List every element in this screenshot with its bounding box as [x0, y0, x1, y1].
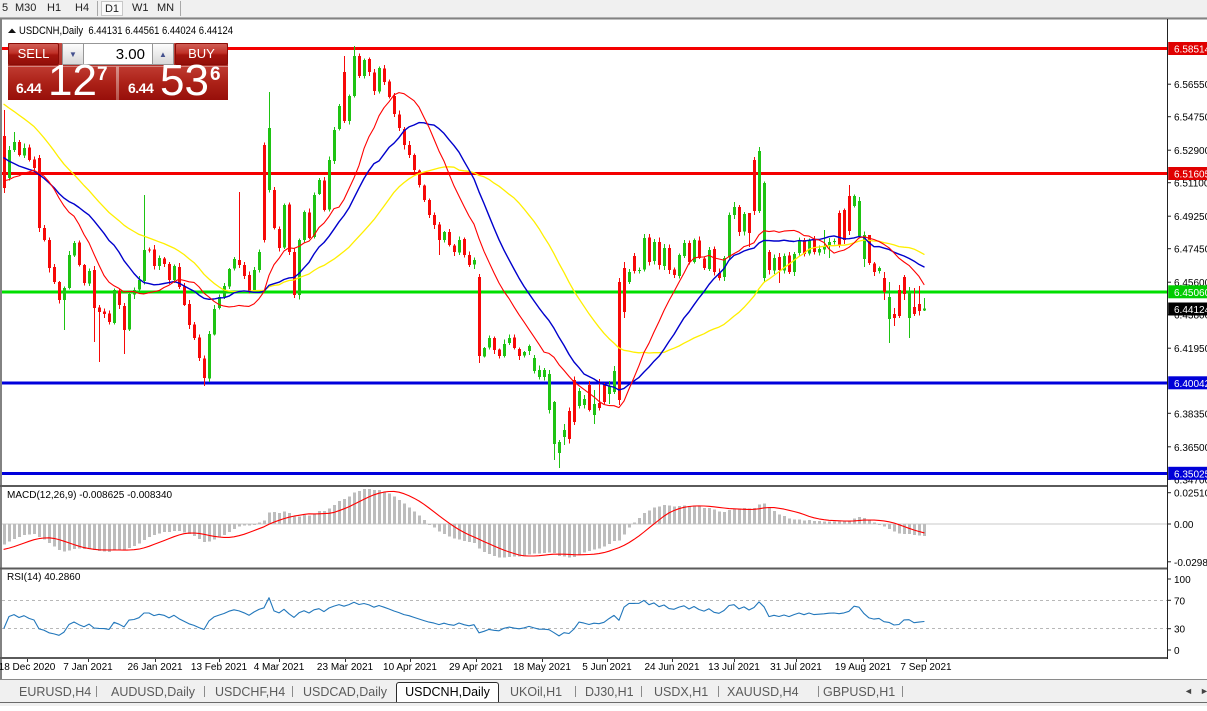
svg-text:6.49250: 6.49250	[1174, 212, 1207, 223]
svg-text:6.56550: 6.56550	[1174, 80, 1207, 91]
svg-text:18 May 2021: 18 May 2021	[513, 662, 571, 673]
svg-text:6.40042: 6.40042	[1174, 379, 1207, 390]
svg-text:0.025108: 0.025108	[1174, 489, 1207, 500]
svg-text:-0.02988: -0.02988	[1174, 558, 1207, 569]
svg-text:70: 70	[1174, 596, 1186, 607]
svg-text:6.34700: 6.34700	[1174, 475, 1207, 486]
svg-text:6.47450: 6.47450	[1174, 245, 1207, 256]
svg-text:13 Feb 2021: 13 Feb 2021	[191, 662, 248, 673]
svg-text:7 Sep 2021: 7 Sep 2021	[900, 662, 952, 673]
svg-text:23 Mar 2021: 23 Mar 2021	[317, 662, 374, 673]
svg-text:USDCNH,Daily 6.44131 6.44561: USDCNH,Daily 6.44131 6.44561 6.44024 6.4…	[19, 25, 233, 37]
svg-text:100: 100	[1174, 575, 1191, 586]
svg-text:4 Mar 2021: 4 Mar 2021	[254, 662, 305, 673]
svg-text:31 Jul 2021: 31 Jul 2021	[770, 662, 822, 673]
svg-text:6.45060: 6.45060	[1174, 288, 1207, 299]
svg-text:6.38350: 6.38350	[1174, 409, 1207, 420]
svg-text:7 Jan 2021: 7 Jan 2021	[63, 662, 113, 673]
svg-text:26 Jan 2021: 26 Jan 2021	[127, 662, 182, 673]
svg-text:MACD(12,26,9) -0.008625 -0.008: MACD(12,26,9) -0.008625 -0.008340	[7, 490, 173, 501]
svg-text:6.41950: 6.41950	[1174, 344, 1207, 355]
svg-text:6.35025: 6.35025	[1174, 469, 1207, 480]
svg-text:6.51605: 6.51605	[1174, 170, 1207, 181]
svg-text:0: 0	[1174, 646, 1180, 657]
svg-text:29 Apr 2021: 29 Apr 2021	[449, 662, 503, 673]
svg-text:5 Jun 2021: 5 Jun 2021	[582, 662, 632, 673]
svg-text:6.51100: 6.51100	[1174, 179, 1207, 190]
svg-text:6.36500: 6.36500	[1174, 443, 1207, 454]
svg-text:6.45600: 6.45600	[1174, 278, 1207, 289]
svg-text:6.44124: 6.44124	[1174, 305, 1207, 316]
svg-text:10 Apr 2021: 10 Apr 2021	[383, 662, 437, 673]
svg-text:18 Dec 2020: 18 Dec 2020	[0, 662, 56, 673]
svg-text:30: 30	[1174, 625, 1186, 636]
svg-text:6.43800: 6.43800	[1174, 311, 1207, 322]
svg-text:0.00: 0.00	[1174, 520, 1194, 531]
svg-text:13 Jul 2021: 13 Jul 2021	[708, 662, 760, 673]
svg-text:6.52900: 6.52900	[1174, 146, 1207, 157]
svg-text:24 Jun 2021: 24 Jun 2021	[644, 662, 699, 673]
svg-text:19 Aug 2021: 19 Aug 2021	[835, 662, 892, 673]
svg-text:RSI(14) 40.2860: RSI(14) 40.2860	[7, 572, 81, 583]
svg-text:6.54750: 6.54750	[1174, 113, 1207, 124]
svg-text:6.58514: 6.58514	[1174, 45, 1207, 56]
